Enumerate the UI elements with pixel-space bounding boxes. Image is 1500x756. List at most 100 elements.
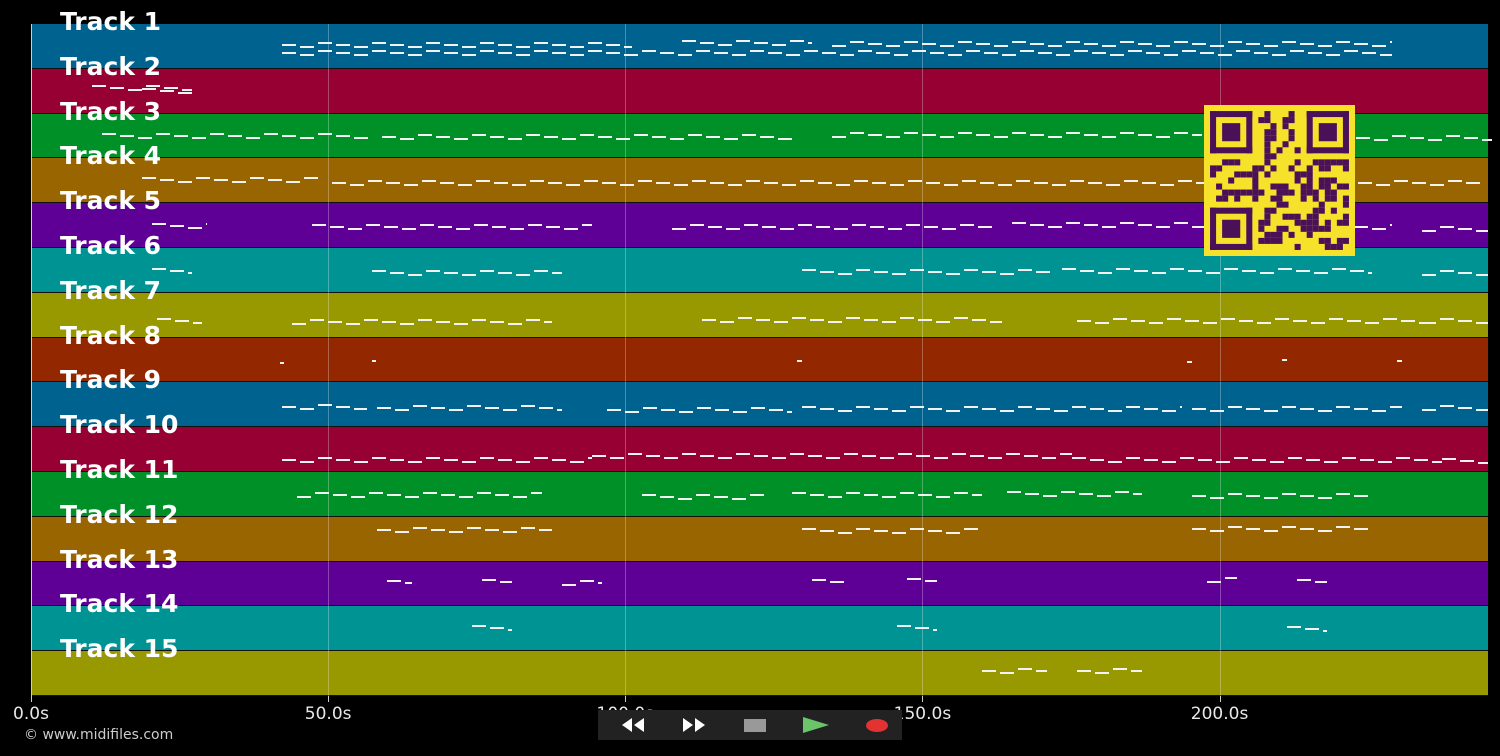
note bbox=[697, 407, 711, 410]
note bbox=[1066, 132, 1080, 135]
note bbox=[1410, 136, 1424, 139]
note bbox=[679, 411, 693, 414]
note bbox=[1115, 491, 1129, 494]
note bbox=[1006, 453, 1020, 456]
note bbox=[1306, 458, 1320, 461]
note bbox=[1097, 495, 1111, 498]
note bbox=[1108, 409, 1122, 412]
note bbox=[946, 532, 960, 535]
note bbox=[850, 132, 864, 135]
stop-button[interactable] bbox=[730, 713, 780, 737]
note bbox=[1372, 228, 1386, 231]
fast-forward-button[interactable] bbox=[669, 713, 719, 737]
note bbox=[402, 228, 416, 231]
note bbox=[1116, 268, 1130, 271]
note bbox=[674, 183, 688, 186]
note bbox=[664, 457, 678, 460]
note bbox=[1422, 229, 1436, 232]
note bbox=[1315, 581, 1327, 584]
note bbox=[1000, 409, 1014, 412]
note bbox=[588, 456, 592, 459]
note bbox=[1318, 529, 1332, 532]
track-label-5: Track 5 bbox=[60, 186, 162, 216]
note bbox=[906, 224, 920, 227]
note bbox=[606, 51, 620, 54]
note bbox=[1060, 453, 1072, 456]
note bbox=[1478, 461, 1488, 464]
note bbox=[892, 272, 906, 275]
note bbox=[413, 404, 427, 407]
fast-forward-icon bbox=[683, 718, 705, 732]
note bbox=[850, 40, 864, 43]
note bbox=[552, 458, 566, 461]
note bbox=[1072, 456, 1086, 459]
note bbox=[390, 43, 404, 46]
note bbox=[552, 43, 566, 46]
note bbox=[700, 455, 714, 458]
note bbox=[1376, 183, 1390, 186]
note bbox=[982, 407, 996, 410]
note bbox=[480, 269, 494, 272]
note bbox=[656, 181, 670, 184]
note bbox=[838, 532, 852, 535]
track-label-11: Track 11 bbox=[60, 455, 179, 484]
note bbox=[390, 458, 404, 461]
note bbox=[606, 43, 620, 46]
note bbox=[336, 406, 350, 409]
note bbox=[1070, 179, 1084, 182]
note bbox=[972, 319, 986, 322]
note bbox=[1412, 181, 1426, 184]
note bbox=[444, 458, 458, 461]
rewind-button[interactable] bbox=[608, 713, 658, 737]
note bbox=[1476, 274, 1488, 277]
track-label-14: Track 14 bbox=[60, 589, 179, 619]
note bbox=[1414, 458, 1428, 461]
note bbox=[1200, 51, 1214, 54]
note bbox=[521, 527, 535, 530]
note bbox=[330, 226, 344, 229]
note bbox=[912, 49, 926, 52]
note bbox=[1012, 132, 1026, 135]
note bbox=[718, 44, 732, 47]
play-button[interactable] bbox=[791, 713, 841, 737]
note bbox=[760, 136, 774, 139]
record-button[interactable] bbox=[852, 713, 902, 737]
note bbox=[408, 460, 422, 463]
note bbox=[438, 226, 452, 229]
note bbox=[1368, 272, 1372, 275]
note bbox=[820, 270, 834, 273]
note bbox=[164, 87, 178, 90]
note bbox=[904, 40, 918, 43]
note bbox=[1318, 44, 1332, 47]
note bbox=[1133, 493, 1142, 496]
note bbox=[528, 224, 542, 227]
note bbox=[688, 134, 702, 137]
note bbox=[1305, 627, 1319, 630]
note bbox=[318, 404, 332, 407]
note bbox=[232, 180, 246, 183]
note bbox=[405, 496, 419, 499]
note bbox=[910, 405, 924, 408]
tick-mark bbox=[31, 696, 32, 702]
note bbox=[682, 453, 696, 456]
note bbox=[420, 224, 434, 227]
note bbox=[954, 492, 968, 495]
note bbox=[1170, 268, 1184, 271]
note bbox=[798, 224, 812, 227]
note bbox=[318, 133, 332, 136]
note bbox=[1228, 40, 1242, 43]
note bbox=[1102, 226, 1116, 229]
track-label-7: Track 7 bbox=[60, 275, 162, 305]
note bbox=[616, 138, 630, 141]
note bbox=[772, 457, 786, 460]
note bbox=[908, 179, 922, 182]
note bbox=[1246, 494, 1260, 497]
note bbox=[264, 133, 278, 136]
note bbox=[1126, 405, 1140, 408]
note bbox=[498, 51, 512, 54]
note bbox=[1164, 53, 1178, 56]
note bbox=[1300, 408, 1314, 411]
note bbox=[1347, 319, 1361, 322]
note bbox=[444, 43, 458, 46]
note bbox=[1098, 272, 1112, 275]
